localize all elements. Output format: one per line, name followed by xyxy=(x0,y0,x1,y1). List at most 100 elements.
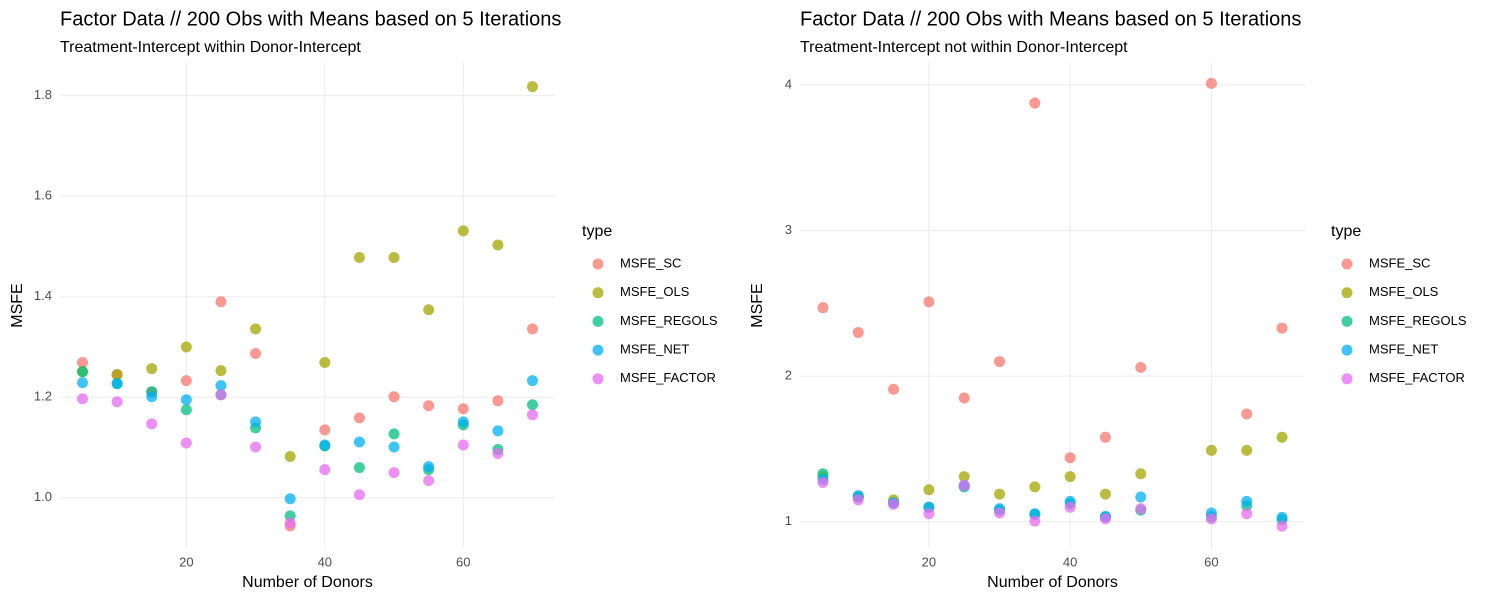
point xyxy=(1276,431,1288,443)
legend-label: MSFE_FACTOR xyxy=(1369,370,1465,385)
y-tick-label: 1.2 xyxy=(34,389,52,404)
legend-key xyxy=(1341,344,1353,356)
x-tick-label: 40 xyxy=(318,554,332,569)
point xyxy=(1276,511,1288,523)
x-tick-label: 60 xyxy=(1204,554,1218,569)
x-tick-label: 60 xyxy=(456,554,470,569)
point xyxy=(111,396,123,408)
point xyxy=(1276,520,1288,532)
point xyxy=(492,239,504,251)
legend-key xyxy=(592,344,604,356)
point xyxy=(1276,322,1288,334)
point xyxy=(77,366,88,378)
point xyxy=(146,391,158,403)
point xyxy=(492,395,504,407)
point xyxy=(388,391,400,403)
point xyxy=(1064,452,1076,464)
point xyxy=(77,377,88,389)
legend-label: MSFE_NET xyxy=(1369,342,1438,357)
point xyxy=(250,347,262,359)
point xyxy=(1135,468,1147,480)
point xyxy=(388,252,400,264)
x-tick-label: 20 xyxy=(922,554,936,569)
point xyxy=(923,296,935,308)
point xyxy=(353,412,365,424)
point xyxy=(250,416,262,428)
legend-label: MSFE_FACTOR xyxy=(620,370,716,385)
point xyxy=(1099,513,1111,525)
y-tick-label: 2 xyxy=(785,368,792,383)
point xyxy=(146,418,158,430)
legend-title: type xyxy=(582,223,612,240)
point xyxy=(388,428,400,440)
point xyxy=(1099,431,1111,443)
legend-label: MSFE_SC xyxy=(620,255,681,270)
point xyxy=(180,394,192,406)
y-axis-label: MSFE xyxy=(749,283,766,327)
chart-subtitle: Treatment-Intercept within Donor-Interce… xyxy=(60,39,361,56)
y-tick-label: 3 xyxy=(785,222,792,237)
legend-key xyxy=(1341,258,1353,270)
point xyxy=(423,461,435,473)
point xyxy=(111,369,123,381)
point xyxy=(492,425,504,437)
y-tick-label: 1.4 xyxy=(34,288,52,303)
point xyxy=(994,488,1006,500)
y-tick-label: 1.6 xyxy=(34,188,52,203)
point xyxy=(353,436,365,448)
point xyxy=(388,441,400,453)
point xyxy=(215,380,227,392)
point xyxy=(958,392,970,404)
point xyxy=(423,400,435,412)
point xyxy=(284,451,296,463)
point xyxy=(1099,488,1111,500)
point xyxy=(1241,444,1253,456)
point xyxy=(527,409,538,421)
point xyxy=(923,484,935,496)
point xyxy=(457,225,469,237)
point xyxy=(353,489,365,501)
point xyxy=(923,508,935,520)
point xyxy=(958,471,970,483)
y-axis-label: MSFE xyxy=(9,283,26,327)
point xyxy=(852,494,864,506)
point xyxy=(319,424,331,436)
x-tick-label: 20 xyxy=(179,554,193,569)
chart-title: Factor Data // 200 Obs with Means based … xyxy=(800,8,1301,30)
x-tick-label: 40 xyxy=(1063,554,1077,569)
point xyxy=(527,323,538,335)
point xyxy=(457,403,469,415)
legend-key xyxy=(1341,315,1353,327)
legend-label: MSFE_OLS xyxy=(1369,284,1439,299)
legend-label: MSFE_REGOLS xyxy=(1369,313,1467,328)
point xyxy=(1241,408,1253,420)
point xyxy=(215,389,227,401)
point xyxy=(180,437,192,449)
legend-label: MSFE_NET xyxy=(620,342,689,357)
point xyxy=(527,399,538,411)
point xyxy=(1241,508,1253,520)
y-tick-label: 4 xyxy=(785,76,792,91)
point xyxy=(77,393,88,405)
point xyxy=(284,517,296,529)
point xyxy=(817,476,829,488)
legend-key xyxy=(592,315,604,327)
legend-title: type xyxy=(1331,223,1361,240)
point xyxy=(1241,495,1253,507)
point xyxy=(1029,481,1041,493)
point xyxy=(1205,77,1217,89)
legend-key xyxy=(1341,373,1353,385)
chart-subtitle: Treatment-Intercept not within Donor-Int… xyxy=(800,39,1128,56)
point xyxy=(180,404,192,416)
point xyxy=(319,464,331,476)
point xyxy=(994,356,1006,368)
point xyxy=(457,439,469,451)
point xyxy=(1064,471,1076,483)
point xyxy=(1205,444,1217,456)
point xyxy=(180,375,192,387)
point xyxy=(319,439,331,451)
point xyxy=(1029,97,1041,109)
point xyxy=(146,363,158,375)
point xyxy=(1029,515,1041,527)
